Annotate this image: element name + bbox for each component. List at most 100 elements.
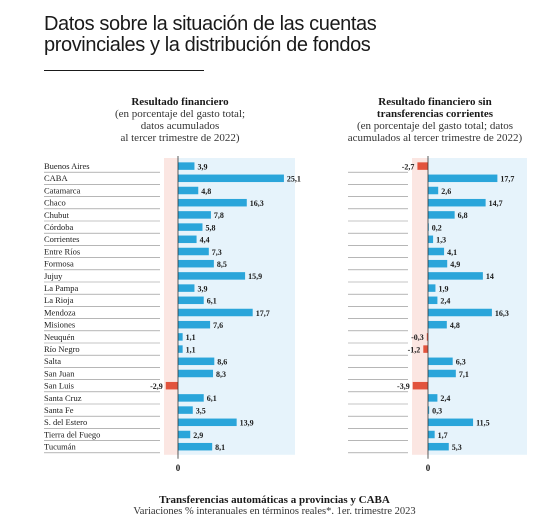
positive-band xyxy=(428,158,527,455)
value-label: 5,8 xyxy=(205,223,215,232)
value-label: 14 xyxy=(486,272,494,281)
value-label: 25,1 xyxy=(287,175,301,184)
bar xyxy=(165,381,178,390)
bar xyxy=(428,247,445,256)
value-label: 2,9 xyxy=(193,431,203,440)
bar xyxy=(428,418,474,427)
bar xyxy=(428,357,453,366)
bar xyxy=(412,381,428,390)
value-label: 13,9 xyxy=(240,419,254,428)
bar xyxy=(178,174,284,183)
value-label: 2,4 xyxy=(440,394,450,403)
bar xyxy=(426,333,428,341)
bar xyxy=(428,442,449,451)
bar xyxy=(178,296,204,305)
value-label: 6,1 xyxy=(207,297,217,306)
value-label: 16,3 xyxy=(495,309,509,318)
bar xyxy=(428,308,492,317)
value-label: 1,3 xyxy=(436,236,446,245)
value-label: 8,1 xyxy=(215,443,225,452)
value-label: 4,8 xyxy=(201,187,211,196)
bar xyxy=(423,345,428,353)
value-label: 0,2 xyxy=(432,223,442,232)
bar xyxy=(178,369,214,378)
value-label: 3,9 xyxy=(197,284,207,293)
value-label: 6,8 xyxy=(458,211,468,220)
value-label: 17,7 xyxy=(256,309,270,318)
value-label: 7,8 xyxy=(214,211,224,220)
value-label: 4,8 xyxy=(450,321,460,330)
negative-band xyxy=(164,158,178,455)
chart1-subtitle-3: al tercer trimestre de 2022) xyxy=(120,132,240,144)
bar xyxy=(178,357,215,366)
category-label: Tierra del Fuego xyxy=(44,429,100,439)
category-label: Chubut xyxy=(44,210,70,220)
value-label: 2,6 xyxy=(441,187,451,196)
zero-tick-label: 0 xyxy=(176,463,181,473)
negative-band xyxy=(412,158,428,455)
chart2-subtitle-2: acumulados al tercer trimestre de 2022) xyxy=(347,132,523,144)
category-label: Tucumán xyxy=(44,442,77,452)
category-label: Neuquén xyxy=(44,332,75,342)
value-label: 6,1 xyxy=(207,394,217,403)
bar xyxy=(178,284,195,292)
bar xyxy=(178,418,237,427)
bar xyxy=(178,259,214,268)
page-title: Datos sobre la situación de las cuentas … xyxy=(44,14,524,56)
value-label: 1,1 xyxy=(186,333,196,342)
category-label: Río Negro xyxy=(44,344,80,354)
bar xyxy=(178,272,246,280)
bar xyxy=(428,272,483,280)
category-label: Salta xyxy=(44,356,61,366)
value-label: 3,5 xyxy=(196,406,206,415)
value-label: 7,1 xyxy=(459,370,469,379)
chart2-subtitle-1: (en porcentaje del gasto total; datos xyxy=(356,120,514,132)
value-label: -2,7 xyxy=(402,162,415,171)
category-label: S. del Estero xyxy=(44,417,87,427)
category-label: Chaco xyxy=(44,198,66,208)
chart1-header: Resultado financiero (en porcentaje del … xyxy=(90,96,270,144)
bar xyxy=(417,162,428,170)
value-label: 0,3 xyxy=(432,406,442,415)
value-label: 5,3 xyxy=(452,443,462,452)
zero-tick-label: 0 xyxy=(426,463,431,473)
value-label: -2,9 xyxy=(150,382,163,391)
bar xyxy=(428,259,448,268)
value-label: 4,9 xyxy=(450,260,460,269)
category-label: Santa Fe xyxy=(44,405,74,415)
value-label: 17,7 xyxy=(500,175,514,184)
bar xyxy=(178,162,195,170)
value-label: 14,7 xyxy=(489,199,503,208)
bar xyxy=(178,308,253,317)
bar xyxy=(428,211,455,219)
category-label: San Luis xyxy=(44,381,74,391)
category-label: Córdoba xyxy=(44,222,74,232)
category-label: Entre Ríos xyxy=(44,246,80,256)
bar xyxy=(428,284,436,292)
chart2-header: Resultado financiero sin transferencias … xyxy=(330,96,540,144)
value-label: 8,3 xyxy=(216,370,226,379)
value-label: 3,9 xyxy=(197,162,207,171)
bar xyxy=(428,320,447,329)
category-label: Misiones xyxy=(44,320,75,330)
bar xyxy=(178,442,213,451)
category-label: Formosa xyxy=(44,259,74,269)
bar xyxy=(178,186,199,195)
chart1-subtitle-1: (en porcentaje del gasto total; xyxy=(114,108,246,120)
category-label: Santa Cruz xyxy=(44,393,82,403)
category-label: Catamarca xyxy=(44,185,81,195)
value-label: 4,1 xyxy=(447,248,457,257)
positive-band xyxy=(178,158,295,455)
title-divider xyxy=(44,70,204,71)
value-label: 4,4 xyxy=(200,236,210,245)
bar xyxy=(178,211,211,219)
bar xyxy=(428,198,486,207)
bar xyxy=(178,247,209,256)
value-label: -1,2 xyxy=(408,345,421,354)
footer-title: Transferencias automáticas a provincias … xyxy=(159,494,390,506)
category-label: La Rioja xyxy=(44,295,74,305)
category-label: La Pampa xyxy=(44,283,78,293)
value-label: -0,3 xyxy=(411,333,424,342)
value-label: 7,3 xyxy=(212,248,222,257)
